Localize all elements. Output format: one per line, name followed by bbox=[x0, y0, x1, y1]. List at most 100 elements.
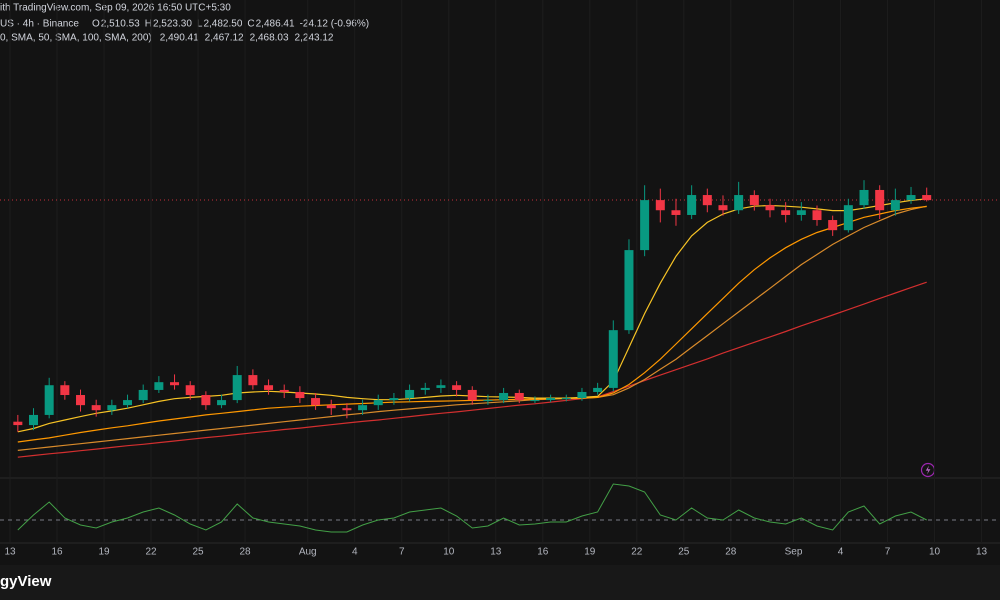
candle-body bbox=[123, 400, 133, 406]
candle-body bbox=[828, 220, 838, 231]
x-tick-label: 25 bbox=[192, 547, 204, 558]
candle-body bbox=[248, 375, 258, 386]
candle-body bbox=[44, 385, 54, 415]
footer-bar bbox=[0, 565, 1000, 600]
candle-body bbox=[765, 205, 775, 211]
candle-body bbox=[640, 200, 650, 251]
x-tick-label: Sep bbox=[785, 547, 803, 558]
candle-body bbox=[295, 391, 305, 399]
symbol-text: US · 4h · Binance bbox=[0, 19, 79, 30]
candle-body bbox=[405, 389, 415, 399]
rsi-line bbox=[17, 483, 927, 533]
x-tick-label: 22 bbox=[145, 547, 157, 558]
candle-body bbox=[201, 395, 211, 406]
candle-body bbox=[812, 210, 822, 221]
ohlc-key: H bbox=[145, 19, 152, 30]
candle-body bbox=[608, 330, 618, 388]
candle-body bbox=[875, 189, 885, 211]
candle-body bbox=[922, 195, 932, 201]
sma-legend-value: 2,243.12 bbox=[295, 33, 334, 44]
x-tick-label: 19 bbox=[584, 547, 596, 558]
sma-legend-value: 2,468.03 bbox=[250, 33, 289, 44]
ohlc-value: 2,486.41 bbox=[256, 19, 295, 30]
candle-body bbox=[60, 385, 70, 396]
candle-body bbox=[749, 195, 759, 206]
x-tick-label: 13 bbox=[4, 547, 16, 558]
candle-body bbox=[577, 391, 587, 399]
candle-body bbox=[906, 195, 916, 201]
sma-legend-value: 2,490.41 bbox=[160, 33, 199, 44]
x-tick-label: 13 bbox=[976, 547, 988, 558]
candle-body bbox=[859, 189, 869, 206]
sma-line bbox=[17, 281, 927, 458]
candle-body bbox=[264, 385, 274, 390]
candle-body bbox=[29, 414, 39, 426]
candle-body bbox=[781, 210, 791, 215]
candle-body bbox=[13, 421, 23, 426]
x-tick-label: 22 bbox=[631, 547, 643, 558]
ohlc-key: O bbox=[92, 19, 100, 30]
x-tick-label: 19 bbox=[98, 547, 110, 558]
candle-body bbox=[452, 385, 462, 390]
candle-body bbox=[311, 398, 321, 406]
candle-body bbox=[890, 200, 900, 211]
x-tick-label: 4 bbox=[838, 547, 844, 558]
source-text: ith TradingView.com, Sep 09, 2026 16:50 … bbox=[0, 3, 231, 14]
candle-body bbox=[358, 405, 368, 411]
candle-body bbox=[561, 398, 571, 400]
candle-body bbox=[655, 200, 665, 211]
candle-body bbox=[624, 250, 634, 331]
candle-body bbox=[593, 387, 603, 392]
candle-body bbox=[76, 395, 86, 406]
x-tick-label: 13 bbox=[490, 547, 502, 558]
candle-body bbox=[91, 405, 101, 411]
candle-body bbox=[796, 210, 806, 215]
candle-body bbox=[687, 195, 697, 215]
candle-body bbox=[671, 210, 681, 215]
x-tick-label: 16 bbox=[537, 547, 549, 558]
candle-body bbox=[499, 392, 509, 401]
candle-body bbox=[217, 400, 227, 406]
x-tick-label: 28 bbox=[725, 547, 737, 558]
alert-bolt bbox=[925, 465, 931, 475]
candle-body bbox=[436, 385, 446, 388]
candle-body bbox=[734, 195, 744, 211]
sma-legend-value: 2,467.12 bbox=[205, 33, 244, 44]
x-tick-label: Aug bbox=[299, 547, 317, 558]
x-tick-label: 4 bbox=[352, 547, 358, 558]
candle-body bbox=[546, 398, 556, 401]
candle-body bbox=[279, 389, 289, 392]
x-tick-label: 7 bbox=[399, 547, 405, 558]
candle-body bbox=[342, 408, 352, 411]
candle-body bbox=[702, 195, 712, 206]
candle-body bbox=[373, 400, 383, 406]
ohlc-key: L bbox=[197, 19, 203, 30]
candle-body bbox=[483, 400, 493, 402]
candle-body bbox=[138, 389, 148, 401]
x-tick-label: 16 bbox=[51, 547, 63, 558]
indicator-label: 0, SMA, 50, SMA, 100, SMA, 200) bbox=[0, 33, 152, 44]
candle-body bbox=[154, 382, 164, 390]
candle-body bbox=[326, 405, 336, 409]
ohlc-value: 2,523.30 bbox=[153, 19, 192, 30]
x-tick-label: 28 bbox=[239, 547, 251, 558]
candle-body bbox=[232, 375, 242, 401]
candle-body bbox=[530, 400, 540, 402]
plot-background bbox=[0, 0, 1000, 565]
candle-body bbox=[170, 382, 180, 386]
ohlc-value: 2,510.53 bbox=[101, 19, 140, 30]
change-text: -24.12 (-0.96%) bbox=[300, 19, 369, 30]
x-tick-label: 25 bbox=[678, 547, 690, 558]
candle-body bbox=[107, 405, 117, 411]
x-tick-label: 10 bbox=[929, 547, 941, 558]
candle-body bbox=[185, 385, 195, 396]
candle-body bbox=[389, 398, 399, 401]
candle-body bbox=[718, 205, 728, 211]
candle-body bbox=[420, 387, 430, 390]
x-tick-label: 7 bbox=[885, 547, 891, 558]
ohlc-value: 2,482.50 bbox=[203, 19, 242, 30]
x-tick-label: 10 bbox=[443, 547, 455, 558]
ohlc-key: C bbox=[247, 19, 254, 30]
